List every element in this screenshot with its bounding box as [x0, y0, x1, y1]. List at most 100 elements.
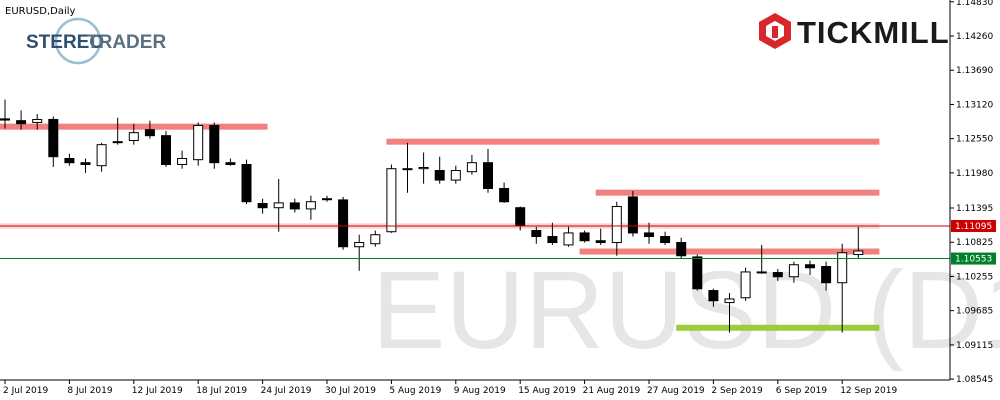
x-tick-label-0: 2 Jul 2019 [3, 386, 48, 396]
candle-body-4 [64, 157, 75, 164]
x-tick-label-4: 24 Jul 2019 [261, 386, 312, 396]
candle-body-22 [354, 242, 365, 248]
candle-body-7 [112, 141, 123, 144]
candle-body-47 [756, 271, 767, 274]
candle-body-38 [611, 206, 622, 244]
bid-price-tag [951, 220, 996, 233]
x-tick-label-3: 18 Jul 2019 [196, 386, 247, 396]
candle-body-21 [338, 199, 349, 248]
candle-body-50 [805, 264, 815, 269]
x-tick-label-6: 5 Aug 2019 [389, 386, 441, 396]
candle-body-52 [837, 252, 848, 284]
x-tick-label-1: 8 Jul 2019 [67, 386, 112, 396]
candle-body-10 [161, 135, 171, 165]
candle-body-45 [724, 298, 735, 304]
y-tick-label-6: 1.11395 [956, 204, 993, 214]
candle-body-36 [579, 232, 590, 242]
candle-body-29 [466, 162, 477, 173]
ask-price-label: 1.10553 [955, 255, 992, 265]
candle-body-17 [273, 202, 284, 209]
y-tick-label-5: 1.11980 [956, 169, 993, 179]
y-tick-label-0: 1.14830 [956, 0, 993, 8]
candle-body-11 [177, 157, 188, 165]
candle-body-20 [322, 198, 332, 201]
tickmill-emblem-icon [759, 13, 791, 49]
candle-body-48 [772, 272, 783, 278]
candle-body-12 [193, 124, 204, 161]
zone-resistance-3 [579, 248, 880, 255]
candle-body-43 [692, 256, 703, 290]
candle-body-13 [209, 124, 220, 164]
candle-body-15 [241, 163, 252, 203]
candle-body-34 [547, 236, 558, 244]
candle-body-9 [144, 129, 155, 137]
x-tick-label-2: 12 Jul 2019 [132, 386, 183, 396]
candle-body-35 [563, 232, 574, 246]
x-tick-label-13: 12 Sep 2019 [840, 386, 897, 396]
candle-body-2 [32, 118, 43, 123]
candle-body-31 [499, 187, 510, 203]
candle-body-8 [128, 132, 139, 141]
candle-body-18 [289, 202, 300, 210]
candle-body-16 [257, 203, 268, 209]
candle-body-39 [627, 196, 638, 234]
candle-body-46 [740, 271, 751, 299]
candle-body-24 [386, 168, 397, 233]
y-tick-label-8: 1.10255 [956, 272, 993, 282]
candle-body-41 [660, 236, 671, 244]
x-tick-label-8: 15 Aug 2019 [518, 386, 576, 396]
candle-body-5 [80, 162, 91, 165]
candle-body-23 [370, 234, 381, 245]
zone-resistance-2 [595, 189, 880, 196]
candle-body-49 [788, 264, 799, 278]
stereotrader-logo-ring [54, 17, 102, 65]
candle-body-28 [450, 169, 461, 181]
candle-body-14 [225, 162, 236, 165]
candle-body-27 [434, 169, 445, 181]
ask-price-tag [951, 252, 996, 265]
candle-body-30 [483, 162, 493, 189]
x-tick-label-10: 27 Aug 2019 [647, 386, 705, 396]
stereotrader-logo-part1: STEREO [26, 32, 104, 53]
tickmill-logo-text: TICKMILL [797, 15, 950, 50]
y-tick-label-3: 1.13120 [956, 100, 993, 110]
stereotrader-logo-part2: TRADER [87, 32, 166, 53]
x-tick-label-7: 9 Aug 2019 [454, 386, 506, 396]
y-axis-ticks: 1.14830 1.14260 1.13690 1.13120 1.12550 1.119… [950, 0, 993, 385]
candle-body-19 [305, 201, 316, 210]
candle-body-53 [853, 250, 864, 256]
zone-support-5 [676, 324, 880, 331]
y-tick-label-1: 1.14260 [956, 32, 993, 42]
x-tick-label-9: 21 Aug 2019 [583, 386, 641, 396]
candle-body-37 [595, 240, 606, 244]
chart-watermark: EURUSD (D1) [372, 249, 1000, 372]
stereotrader-logo: STEREO TRADER [26, 17, 166, 65]
tickmill-logo: TICKMILL [759, 13, 950, 50]
y-tick-label-11: 1.08545 [956, 375, 993, 385]
y-tick-label-4: 1.12550 [956, 135, 993, 145]
price-lines-layer: 1.11095 1.10553 [0, 220, 996, 265]
candle-body-44 [708, 290, 719, 302]
candle-body-40 [644, 232, 654, 238]
y-tick-label-10: 1.09115 [956, 341, 993, 351]
candle-body-0 [0, 118, 10, 121]
candle-body-42 [676, 242, 687, 257]
candle-body-32 [515, 207, 526, 227]
x-axis-ticks: 2 Jul 2019 8 Jul 2019 12 Jul 2019 18 Jul 20… [3, 380, 898, 396]
zone-resistance-1 [386, 138, 880, 145]
candle-body-26 [418, 166, 429, 170]
candle-body-1 [16, 120, 27, 125]
candle-body-6 [96, 144, 107, 167]
y-tick-label-7: 1.10825 [956, 238, 993, 248]
symbol-label: EURUSD,Daily [5, 6, 76, 17]
candle-body-25 [402, 168, 413, 171]
x-tick-label-5: 30 Jul 2019 [325, 386, 376, 396]
y-tick-label-2: 1.13690 [956, 66, 993, 76]
candle-body-3 [48, 118, 59, 158]
x-tick-label-12: 6 Sep 2019 [776, 386, 828, 396]
candle-body-33 [531, 230, 542, 238]
candle-body-51 [821, 266, 832, 284]
bid-price-label: 1.11095 [955, 222, 992, 232]
y-tick-label-9: 1.09685 [956, 307, 993, 317]
